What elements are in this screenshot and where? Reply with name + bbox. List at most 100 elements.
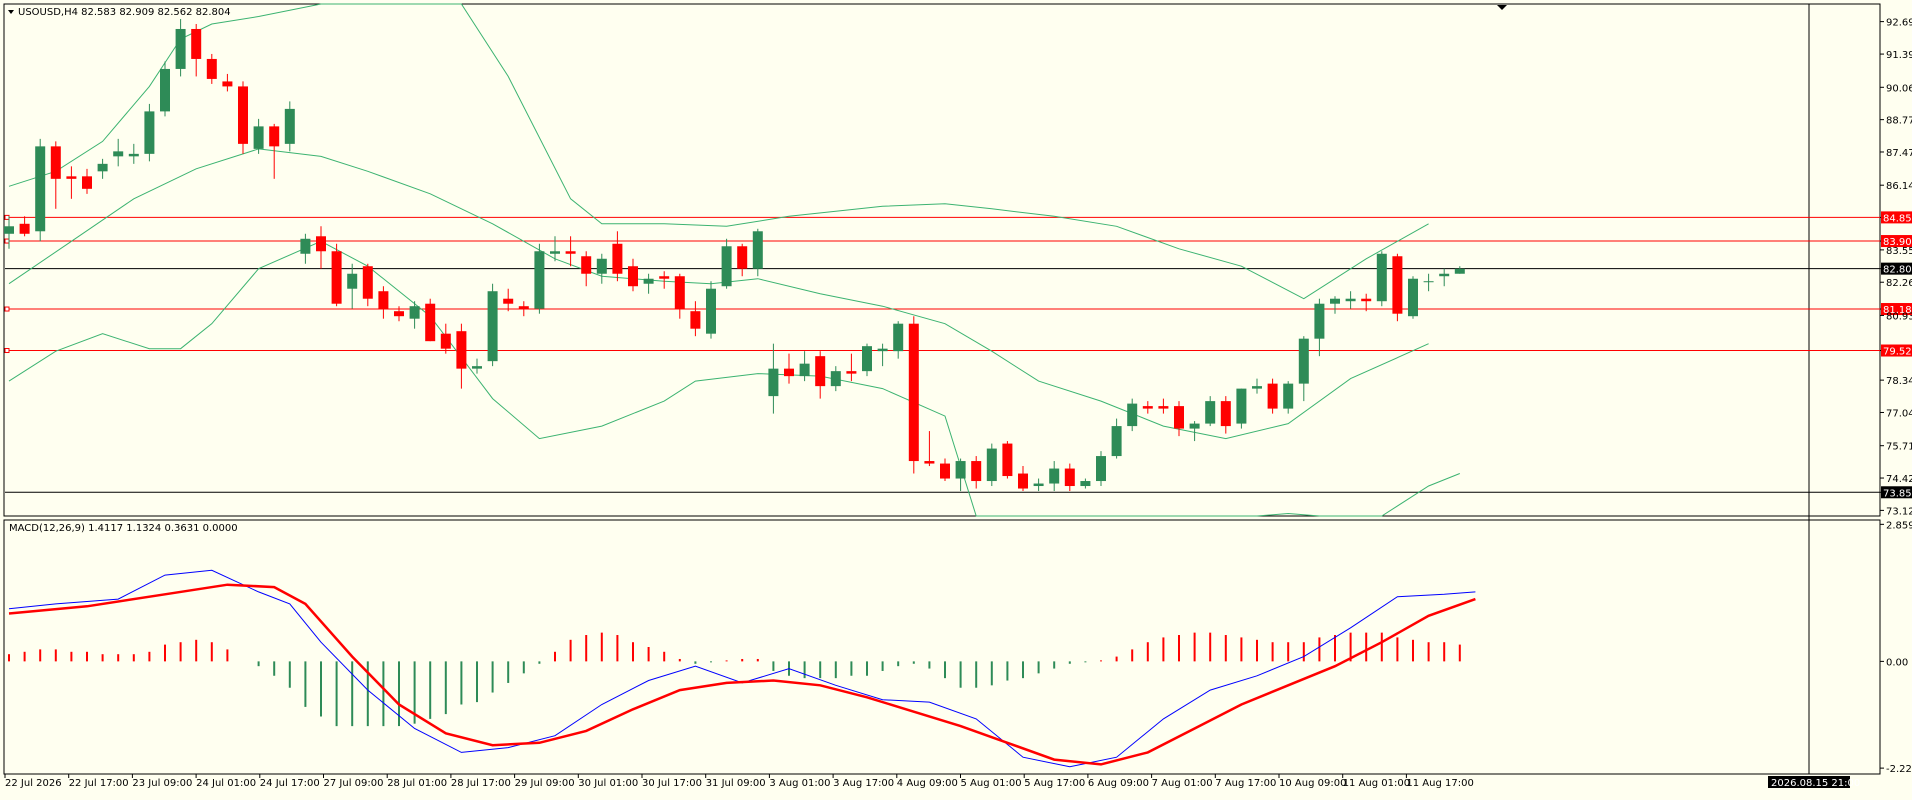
candle-body [97,163,108,172]
candle-body [19,223,30,234]
time-tick-label: 28 Jul 17:00 [451,778,511,789]
time-tick-label: 11 Aug 17:00 [1406,778,1473,789]
dropdown-triangle-icon[interactable] [8,10,14,14]
time-tick-label: 24 Jul 01:00 [196,778,256,789]
candle-body [628,266,638,287]
candle-body [66,176,77,179]
price-tick-label: 88.770 [1886,116,1912,127]
main-pane-frame [3,3,1881,517]
price-label-box [1881,235,1912,248]
candle-body [4,226,14,234]
time-tick-label: 27 Jul 09:00 [324,778,384,789]
macd-tick-label: 0.00 [1886,657,1908,668]
time-tick-label: 22 Jul 2026 [5,778,62,789]
macd-tick-label: 2.8595 [1886,520,1912,531]
time-tick-label: 23 Jul 09:00 [132,778,192,789]
candle-body [893,323,904,352]
candle-body [862,346,872,372]
candle-body [596,258,607,274]
candle-body [82,176,92,189]
price-tick-label: 92.695 [1886,18,1912,29]
candle-body [394,311,404,317]
bollinger-lower-line [8,240,1460,517]
candle-body [362,266,373,299]
crosshair-time-label: 2026.08.15 21:00 [1771,778,1860,789]
price-tick-label: 78.340 [1886,376,1912,387]
macd-pane-frame [3,519,1881,775]
candle-body [113,151,124,157]
candle-body [1064,468,1075,487]
time-tick-label: 5 Aug 01:00 [961,778,1022,789]
candle-body [721,246,732,287]
time-tick-label: 7 Aug 01:00 [1152,778,1213,789]
candle-body [971,461,982,482]
time-tick-label: 28 Jul 01:00 [387,778,447,789]
candle-body [1220,401,1231,427]
candle-body [1439,273,1450,277]
candle-body [706,288,716,334]
level-anchor [4,214,10,220]
candle-body [768,368,779,397]
candle-body [815,356,826,387]
shift-marker-icon[interactable] [1497,5,1507,10]
price-label-box [1881,303,1912,316]
time-tick-label: 3 Aug 17:00 [833,778,894,789]
candle-body [316,236,326,252]
price-tick-label: 80.930 [1886,311,1912,322]
level-anchor [4,238,10,244]
candle-body [1376,253,1387,302]
macd-signal-line [8,583,1476,766]
time-tick-label: 3 Aug 01:00 [769,778,830,789]
macd-lines [8,569,1476,768]
level-anchor [4,306,10,312]
candle-body [581,256,592,274]
price-label-box [1881,262,1912,275]
candle-body [1330,298,1340,304]
time-tick-label: 31 Jul 09:00 [706,778,766,789]
price-tick-label: 75.715 [1886,442,1912,453]
candle-body [908,323,919,462]
candle-body [175,28,186,69]
crosshair-time-box [1768,776,1850,788]
candle-body [300,238,311,254]
candle-body [1252,386,1262,389]
time-tick-label: 29 Jul 09:00 [515,778,575,789]
candle-body [1174,406,1184,429]
symbol-header: USOUSD,H4 82.583 82.909 82.562 82.804 [8,7,231,18]
candle-body [1408,278,1418,317]
candle-body [409,306,420,319]
price-tick-label: 91.395 [1886,50,1912,61]
price-tick-label: 74.420 [1886,474,1912,485]
candle-body [518,306,529,309]
candle-body [799,363,810,377]
candle-body [674,276,685,309]
price-label: 82.804 [1883,265,1912,276]
candle-body [503,298,514,304]
bollinger-upper-line [8,3,1429,300]
candle-body [1002,443,1013,477]
time-tick-label: 7 Aug 17:00 [1215,778,1276,789]
candle-body [1096,456,1106,482]
price-label: 84.856 [1883,213,1912,224]
candle-body [1205,401,1216,424]
candle-body [643,278,654,284]
candle-body [238,86,248,144]
macd-tick-label: -2.2272 [1886,764,1912,775]
time-tick-label: 4 Aug 09:00 [897,778,958,789]
price-tick-label: 86.145 [1886,181,1912,192]
candle-body [846,371,857,374]
candle-body [940,463,950,479]
price-label: 81.187 [1883,305,1912,316]
candle-body [1345,298,1356,302]
time-tick-label: 10 Aug 09:00 [1279,778,1346,789]
candle-body [1158,406,1169,409]
candle-body [877,348,888,352]
price-label-box [1881,486,1912,499]
time-tick-label: 11 Aug 01:00 [1343,778,1410,789]
candle-body [534,251,545,309]
candle-body [331,251,342,304]
candle-body [1283,383,1294,409]
candle-body [752,231,763,269]
